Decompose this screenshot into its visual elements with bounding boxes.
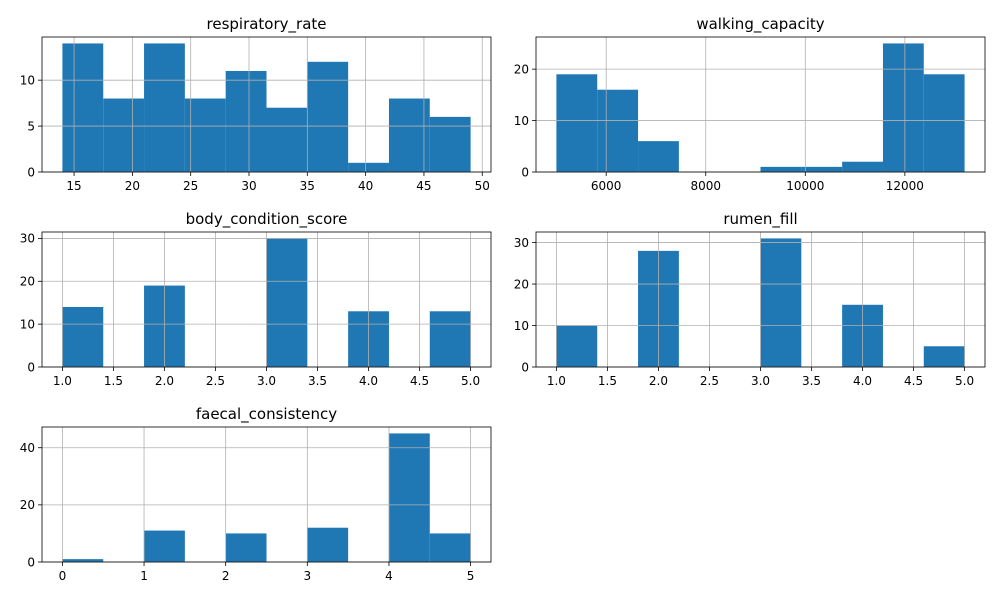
body-condition-score-xtick-label-1: 1.5 — [104, 374, 123, 388]
respiratory-rate-bar-1 — [103, 98, 145, 172]
rumen-fill-ytick-label-3: 30 — [514, 236, 529, 250]
rumen-fill-xtick-label-4: 3.0 — [751, 374, 770, 388]
faecal-consistency-bar-9 — [429, 533, 471, 562]
subplot-walking-capacity: 6000 8000 10000 12000 0 10 20 walking_capacity — [514, 15, 986, 193]
walking-capacity-xtick-label-3: 12000 — [886, 179, 924, 193]
faecal-consistency-title: faecal_consistency — [196, 405, 337, 424]
faecal-consistency-bar-8 — [388, 433, 430, 562]
respiratory-rate-ytick-label-1: 5 — [27, 119, 35, 133]
faecal-consistency-ytick-label-1: 20 — [20, 498, 35, 512]
walking-capacity-ytick-label-1: 10 — [514, 114, 529, 128]
respiratory-rate-bar-6 — [307, 61, 349, 172]
rumen-fill-xtick-label-0: 1.0 — [547, 374, 566, 388]
faecal-consistency-xtick-label-0: 0 — [59, 569, 67, 583]
subplot-rumen-fill: 1.0 1.5 2.0 2.5 3.0 3.5 4.0 4.5 5.0 0 10 20 30 rumen_… — [514, 210, 986, 388]
respiratory-rate-xtick-label-1: 20 — [125, 179, 140, 193]
body-condition-score-bar-9 — [429, 311, 471, 367]
rumen-fill-xtick-label-5: 3.5 — [802, 374, 821, 388]
body-condition-score-ytick-label-3: 30 — [20, 232, 35, 246]
subplot-faecal-consistency: 0 1 2 3 4 5 0 20 40 faecal_consistency — [20, 405, 492, 583]
respiratory-rate-xtick-label-2: 25 — [183, 179, 198, 193]
body-condition-score-xtick-label-0: 1.0 — [53, 374, 72, 388]
faecal-consistency-axes-frame — [41, 426, 492, 563]
rumen-fill-xtick-label-6: 4.0 — [853, 374, 872, 388]
walking-capacity-bar-7 — [842, 161, 883, 172]
walking-capacity-bar-1 — [597, 89, 639, 172]
body-condition-score-xtick-label-7: 4.5 — [410, 374, 429, 388]
walking-capacity-bar-5 — [760, 166, 802, 172]
respiratory-rate-bar-4 — [225, 70, 267, 172]
respiratory-rate-xtick-label-3: 30 — [241, 179, 256, 193]
respiratory-rate-xtick-label-0: 15 — [66, 179, 81, 193]
rumen-fill-xtick-label-1: 1.5 — [598, 374, 617, 388]
body-condition-score-xtick-label-3: 2.5 — [206, 374, 225, 388]
walking-capacity-title: walking_capacity — [696, 15, 824, 34]
faecal-consistency-xtick-label-5: 5 — [467, 569, 475, 583]
rumen-fill-xtick-label-2: 2.0 — [649, 374, 668, 388]
respiratory-rate-ytick-label-0: 0 — [27, 165, 35, 179]
body-condition-score-xtick-label-8: 5.0 — [461, 374, 480, 388]
faecal-consistency-bar-6 — [307, 527, 349, 562]
walking-capacity-bar-9 — [923, 74, 965, 172]
walking-capacity-ytick-label-2: 20 — [514, 62, 529, 76]
walking-capacity-xtick-label-0: 6000 — [591, 179, 622, 193]
rumen-fill-ytick-label-1: 10 — [514, 319, 529, 333]
faecal-consistency-ytick-label-2: 40 — [20, 441, 35, 455]
faecal-consistency-xtick-label-2: 2 — [222, 569, 230, 583]
body-condition-score-ytick-label-2: 20 — [20, 275, 35, 289]
respiratory-rate-xtick-label-6: 45 — [416, 179, 431, 193]
walking-capacity-bar-8 — [882, 43, 924, 173]
respiratory-rate-bar-0 — [62, 43, 104, 173]
body-condition-score-ytick-label-1: 10 — [20, 317, 35, 331]
subplot-respiratory-rate: 15 20 25 30 35 40 45 50 0 5 10 respiratory_rate — [20, 15, 492, 193]
rumen-fill-ytick-label-0: 0 — [521, 360, 529, 374]
walking-capacity-bar-0 — [556, 74, 598, 172]
body-condition-score-bar-0 — [62, 307, 104, 367]
faecal-consistency-bar-2 — [144, 530, 185, 562]
respiratory-rate-bar-3 — [184, 98, 226, 172]
walking-capacity-xtick-label-1: 8000 — [690, 179, 721, 193]
body-condition-score-xtick-label-5: 3.5 — [308, 374, 327, 388]
faecal-consistency-ytick-label-0: 0 — [27, 555, 35, 569]
rumen-fill-ytick-label-2: 20 — [514, 277, 529, 291]
walking-capacity-ytick-label-0: 0 — [521, 165, 529, 179]
respiratory-rate-xtick-label-7: 50 — [475, 179, 490, 193]
rumen-fill-bar-0 — [556, 325, 598, 367]
faecal-consistency-xtick-label-4: 4 — [385, 569, 393, 583]
walking-capacity-axes-frame — [535, 36, 986, 173]
walking-capacity-bar-6 — [801, 166, 843, 172]
rumen-fill-bar-9 — [923, 346, 965, 367]
respiratory-rate-bar-9 — [429, 116, 471, 172]
rumen-fill-xtick-label-7: 4.5 — [904, 374, 923, 388]
rumen-fill-xtick-label-8: 5.0 — [955, 374, 974, 388]
rumen-fill-title: rumen_fill — [723, 210, 797, 229]
walking-capacity-bar-2 — [638, 141, 679, 172]
body-condition-score-xtick-label-4: 3.0 — [257, 374, 276, 388]
body-condition-score-ytick-label-0: 0 — [27, 360, 35, 374]
body-condition-score-bar-5 — [266, 238, 308, 367]
respiratory-rate-bar-2 — [144, 43, 185, 173]
respiratory-rate-xtick-label-5: 40 — [358, 179, 373, 193]
rumen-fill-bar-5 — [760, 238, 802, 367]
respiratory-rate-bar-8 — [388, 98, 430, 172]
subplot-grid: 15 20 25 30 35 40 45 500510respiratory_rate6000… — [20, 15, 986, 583]
respiratory-rate-bar-7 — [348, 162, 389, 172]
respiratory-rate-axes-frame — [41, 36, 492, 173]
respiratory-rate-ytick-label-2: 10 — [20, 73, 35, 87]
faecal-consistency-xtick-label-1: 1 — [140, 569, 148, 583]
subplot-body-condition-score: 1.0 1.5 2.0 2.5 3.0 3.5 4.0 4.5 5.0 0 10 20 30 body_c… — [20, 210, 492, 388]
faecal-consistency-bar-0 — [62, 559, 104, 562]
faecal-consistency-bar-4 — [225, 533, 267, 562]
faecal-consistency-xtick-label-3: 3 — [303, 569, 311, 583]
body-condition-score-xtick-label-6: 4.0 — [359, 374, 378, 388]
respiratory-rate-xtick-label-4: 35 — [300, 179, 315, 193]
respiratory-rate-bar-5 — [266, 107, 308, 172]
body-condition-score-xtick-label-2: 2.0 — [155, 374, 174, 388]
rumen-fill-xtick-label-3: 2.5 — [700, 374, 719, 388]
respiratory-rate-title: respiratory_rate — [207, 15, 327, 34]
walking-capacity-xtick-label-2: 10000 — [786, 179, 824, 193]
body-condition-score-title: body_condition_score — [186, 210, 348, 229]
